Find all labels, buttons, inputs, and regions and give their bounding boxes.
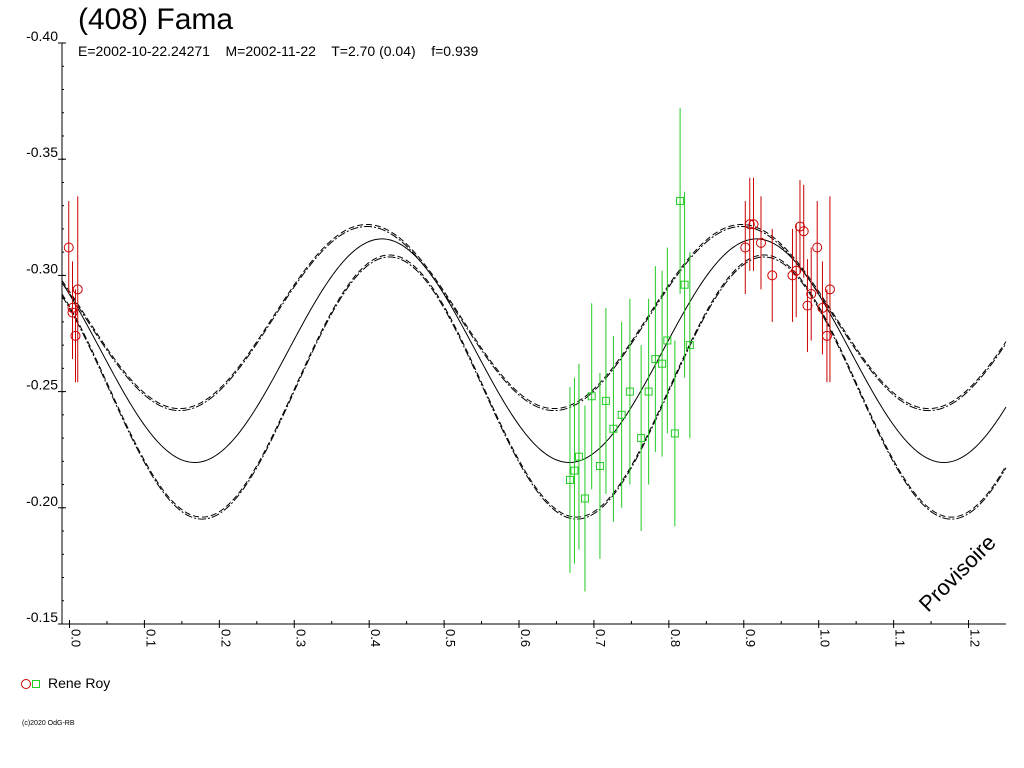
data-point-circle bbox=[824, 284, 835, 295]
data-point-square bbox=[644, 387, 653, 396]
fit-curve-lower-envelope-dashdot bbox=[61, 256, 1007, 520]
data-point-square bbox=[685, 341, 694, 350]
data-point-square bbox=[580, 494, 589, 503]
copyright-text: (c)2020 OdG-RB bbox=[22, 720, 75, 727]
y-tick-label: -0.20 bbox=[26, 493, 58, 509]
x-tick-label: 0.4 bbox=[368, 629, 383, 647]
data-point-square bbox=[565, 475, 574, 484]
legend-markers bbox=[21, 679, 40, 689]
x-tick-label: 0.8 bbox=[668, 629, 683, 647]
data-point-circle bbox=[67, 307, 78, 318]
data-point-square bbox=[570, 466, 579, 475]
x-tick-label: 0.2 bbox=[218, 629, 233, 647]
fit-curve-lower-envelope-dashed bbox=[61, 254, 1007, 518]
data-point-square bbox=[663, 336, 672, 345]
x-tick-label: 0.7 bbox=[593, 629, 608, 647]
fit-curve-upper-envelope-dashed bbox=[61, 223, 1007, 410]
data-point-circle bbox=[744, 219, 755, 230]
x-tick-label: 0.9 bbox=[743, 629, 758, 647]
data-point-circle bbox=[791, 265, 802, 276]
data-point-square bbox=[637, 434, 646, 443]
data-point-square bbox=[574, 452, 583, 461]
x-tick-label: 0.6 bbox=[518, 629, 533, 647]
data-point-circle bbox=[821, 330, 832, 341]
data-point-square bbox=[625, 387, 634, 396]
x-tick-label: 0.5 bbox=[443, 629, 458, 647]
y-tick-label: -0.30 bbox=[26, 260, 58, 276]
fit-curve-center bbox=[61, 238, 1007, 463]
y-tick-label: -0.35 bbox=[26, 144, 58, 160]
legend-circle-icon bbox=[21, 679, 31, 689]
provisional-watermark: Provisoire bbox=[914, 530, 1001, 617]
y-tick-label: -0.25 bbox=[26, 377, 58, 393]
data-point-square bbox=[658, 359, 667, 368]
x-tick-label: 1.1 bbox=[893, 629, 908, 647]
x-tick-label: 0.3 bbox=[293, 629, 308, 647]
chart-title: (408) Fama bbox=[78, 3, 234, 36]
legend-square-icon bbox=[32, 680, 40, 688]
chart-subtitle: E=2002-10-22.24271 M=2002-11-22 T=2.70 (… bbox=[78, 43, 479, 59]
y-tick-label: -0.40 bbox=[26, 28, 58, 44]
x-tick-label: 1.0 bbox=[818, 629, 833, 647]
data-point-circle bbox=[756, 237, 767, 248]
data-point-square bbox=[587, 392, 596, 401]
data-point-circle bbox=[806, 288, 817, 299]
data-point-square bbox=[601, 396, 610, 405]
data-point-circle bbox=[72, 284, 83, 295]
data-point-square bbox=[595, 461, 604, 470]
data-point-circle bbox=[802, 300, 813, 311]
data-point-square bbox=[651, 355, 660, 364]
data-point-square bbox=[609, 424, 618, 433]
axes: -0.40 -0.35 -0.30 -0.25 -0.20 -0.15 0.0 0.1 0.2 0… bbox=[26, 28, 1006, 647]
x-tick-label: 0.1 bbox=[143, 629, 158, 647]
data-point-circle bbox=[798, 226, 809, 237]
x-tick-label: 0.0 bbox=[68, 629, 83, 647]
legend-label: Rene Roy bbox=[48, 675, 111, 691]
x-tick-label: 1.2 bbox=[968, 629, 983, 647]
y-tick-label: -0.15 bbox=[26, 609, 58, 625]
fit-curve-upper-envelope-dashdot bbox=[61, 225, 1007, 412]
data-point-square bbox=[617, 410, 626, 419]
data-points bbox=[63, 108, 835, 592]
data-point-circle bbox=[748, 219, 759, 230]
data-point-square bbox=[676, 197, 685, 206]
data-point-circle bbox=[63, 242, 74, 253]
data-point-square bbox=[680, 280, 689, 289]
fit-curves bbox=[61, 223, 1007, 520]
data-point-circle bbox=[812, 242, 823, 253]
data-point-circle bbox=[70, 330, 81, 341]
data-point-square bbox=[670, 429, 679, 438]
data-point-circle bbox=[767, 270, 778, 281]
